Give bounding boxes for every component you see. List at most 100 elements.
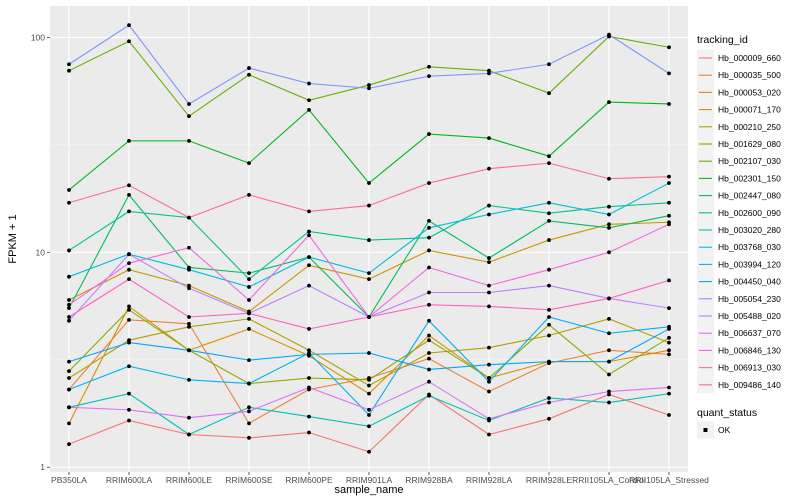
data-point-Hb_003020_280 (607, 400, 611, 405)
data-point-Hb_002107_030 (487, 68, 491, 73)
data-point-Hb_005488_020 (307, 283, 311, 288)
data-point-Hb_000009_660 (607, 392, 611, 397)
data-point-Hb_006846_130 (487, 283, 491, 288)
data-point-Hb_006846_130 (607, 250, 611, 255)
data-point-Hb_004450_040 (247, 358, 251, 363)
data-point-Hb_002301_150 (607, 100, 611, 104)
data-point-Hb_002447_080 (247, 271, 251, 276)
data-point-Hb_003020_280 (127, 391, 131, 396)
shape-legend-swatch (703, 428, 708, 432)
data-point-Hb_002600_090 (487, 203, 491, 208)
data-point-Hb_002107_030 (547, 91, 551, 96)
data-point-Hb_002301_150 (307, 107, 311, 112)
data-point-Hb_000035_500 (427, 356, 431, 361)
data-point-Hb_006913_030 (247, 311, 251, 316)
data-point-Hb_000035_500 (667, 352, 671, 357)
legend-label: Hb_000053_020 (718, 87, 781, 97)
x-tick-label: RRIM600LE (166, 475, 213, 485)
data-point-Hb_000009_660 (547, 416, 551, 421)
data-point-Hb_000035_500 (247, 421, 251, 426)
data-point-Hb_006913_030 (187, 315, 191, 319)
data-point-Hb_006846_130 (247, 298, 251, 302)
legend-label: Hb_000071_170 (718, 105, 781, 115)
data-point-Hb_002301_150 (667, 102, 671, 106)
data-point-Hb_002107_030 (427, 64, 431, 69)
data-point-Hb_001629_080 (607, 372, 611, 377)
data-point-Hb_005054_230 (187, 102, 191, 106)
data-point-Hb_003768_030 (247, 285, 251, 289)
data-point-Hb_009486_140 (427, 181, 431, 185)
data-point-Hb_009486_140 (67, 200, 71, 205)
data-point-Hb_003768_030 (187, 267, 191, 272)
data-point-Hb_003994_120 (547, 315, 551, 319)
data-point-Hb_000053_020 (427, 333, 431, 338)
data-point-Hb_002107_030 (187, 114, 191, 119)
data-point-Hb_006637_070 (307, 385, 311, 390)
shape-legend: quant_status OK (697, 407, 757, 439)
data-point-Hb_002447_080 (667, 213, 671, 218)
data-point-Hb_002301_150 (67, 188, 71, 192)
data-point-Hb_004450_040 (67, 359, 71, 364)
data-point-Hb_000035_500 (127, 317, 131, 322)
legend-label: Hb_002301_150 (718, 173, 781, 183)
data-point-Hb_000009_660 (67, 442, 71, 447)
y-tick-label: 10 (36, 247, 46, 257)
legend-label: Hb_009486_140 (718, 380, 781, 390)
data-point-Hb_003994_120 (427, 318, 431, 323)
data-point-Hb_003020_280 (667, 391, 671, 396)
data-point-Hb_006913_030 (547, 307, 551, 312)
data-point-Hb_003020_280 (247, 405, 251, 410)
data-point-Hb_006846_130 (427, 265, 431, 270)
data-point-Hb_003994_120 (487, 379, 491, 384)
data-point-Hb_000071_170 (487, 260, 491, 265)
shape-legend-title: quant_status (697, 407, 757, 419)
data-point-Hb_005488_020 (547, 283, 551, 288)
data-point-Hb_000210_250 (187, 324, 191, 329)
data-point-Hb_000210_250 (307, 348, 311, 353)
data-point-Hb_002301_150 (367, 181, 371, 185)
data-point-Hb_001629_080 (547, 322, 551, 327)
legend-label: Hb_000009_660 (718, 53, 781, 63)
data-point-Hb_002600_090 (427, 235, 431, 240)
data-point-Hb_002600_090 (247, 277, 251, 282)
data-point-Hb_004450_040 (547, 359, 551, 364)
data-point-Hb_006913_030 (427, 302, 431, 307)
data-point-Hb_004450_040 (307, 352, 311, 357)
data-point-Hb_006913_030 (487, 304, 491, 309)
data-point-Hb_001629_080 (487, 376, 491, 380)
data-point-Hb_006637_070 (547, 400, 551, 405)
data-point-Hb_006637_070 (127, 407, 131, 412)
legend-label: Hb_002447_080 (718, 191, 781, 201)
legend-label: Hb_003994_120 (718, 259, 781, 269)
data-point-Hb_003994_120 (247, 381, 251, 386)
data-point-Hb_005054_230 (247, 66, 251, 70)
data-point-Hb_003020_280 (427, 393, 431, 398)
data-point-Hb_001629_080 (67, 369, 71, 374)
data-point-Hb_001629_080 (367, 377, 371, 382)
data-point-Hb_002600_090 (367, 238, 371, 242)
data-point-Hb_002600_090 (607, 204, 611, 209)
x-tick-label: RRIM928LE (526, 475, 573, 485)
data-point-Hb_006637_070 (67, 405, 71, 410)
legend-label: Hb_006846_130 (718, 345, 781, 355)
data-point-Hb_005488_020 (127, 252, 131, 257)
x-tick-label: RRIM600LA (106, 475, 153, 485)
data-point-Hb_006913_030 (667, 278, 671, 283)
data-point-Hb_006846_130 (187, 245, 191, 250)
legend: tracking_id Hb_000009_660 Hb_000035_500 Hb… (697, 34, 781, 394)
legend-label: Hb_003768_030 (718, 242, 781, 252)
data-point-Hb_009486_140 (367, 203, 371, 208)
data-point-Hb_000035_500 (187, 321, 191, 326)
data-point-Hb_003768_030 (547, 200, 551, 205)
data-point-Hb_000210_250 (607, 316, 611, 321)
data-point-Hb_004450_040 (607, 359, 611, 364)
data-point-Hb_003020_280 (367, 424, 371, 429)
data-point-Hb_000071_170 (607, 222, 611, 227)
data-point-Hb_002107_030 (667, 45, 671, 50)
data-point-Hb_000071_170 (307, 263, 311, 268)
x-tick-label: PB350LA (51, 475, 87, 485)
data-point-Hb_006637_070 (367, 407, 371, 412)
data-point-Hb_005054_230 (367, 86, 371, 91)
data-point-Hb_000053_020 (127, 304, 131, 309)
legend-label: Hb_005488_020 (718, 311, 781, 321)
